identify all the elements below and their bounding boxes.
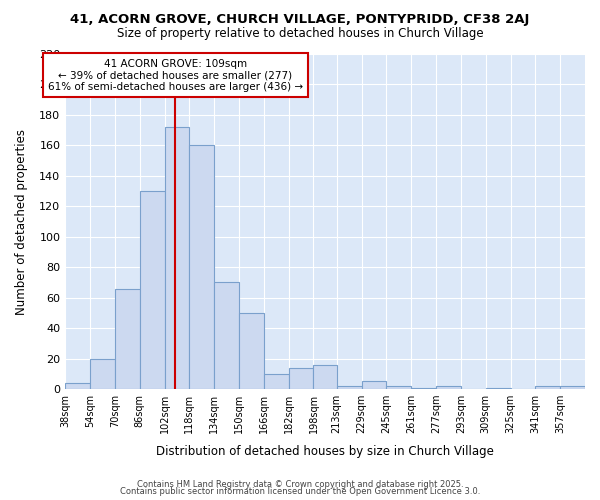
Bar	[190, 146, 214, 389]
Bar	[485, 388, 511, 389]
Bar	[264, 374, 289, 389]
Bar	[411, 388, 436, 389]
Bar	[65, 383, 90, 389]
Bar	[115, 288, 140, 389]
Bar	[362, 382, 386, 389]
Text: 41 ACORN GROVE: 109sqm
← 39% of detached houses are smaller (277)
61% of semi-de: 41 ACORN GROVE: 109sqm ← 39% of detached…	[48, 58, 303, 92]
Text: Contains public sector information licensed under the Open Government Licence 3.: Contains public sector information licen…	[120, 488, 480, 496]
Text: Size of property relative to detached houses in Church Village: Size of property relative to detached ho…	[116, 28, 484, 40]
Bar	[239, 313, 264, 389]
Bar	[560, 386, 585, 389]
Bar	[214, 282, 239, 389]
Bar	[164, 127, 190, 389]
X-axis label: Distribution of detached houses by size in Church Village: Distribution of detached houses by size …	[156, 444, 494, 458]
Text: Contains HM Land Registry data © Crown copyright and database right 2025.: Contains HM Land Registry data © Crown c…	[137, 480, 463, 489]
Bar	[140, 191, 164, 389]
Bar	[90, 358, 115, 389]
Bar	[313, 364, 337, 389]
Y-axis label: Number of detached properties: Number of detached properties	[15, 128, 28, 314]
Bar	[436, 386, 461, 389]
Text: 41, ACORN GROVE, CHURCH VILLAGE, PONTYPRIDD, CF38 2AJ: 41, ACORN GROVE, CHURCH VILLAGE, PONTYPR…	[70, 12, 530, 26]
Bar	[337, 386, 362, 389]
Bar	[535, 386, 560, 389]
Bar	[289, 368, 313, 389]
Bar	[386, 386, 411, 389]
